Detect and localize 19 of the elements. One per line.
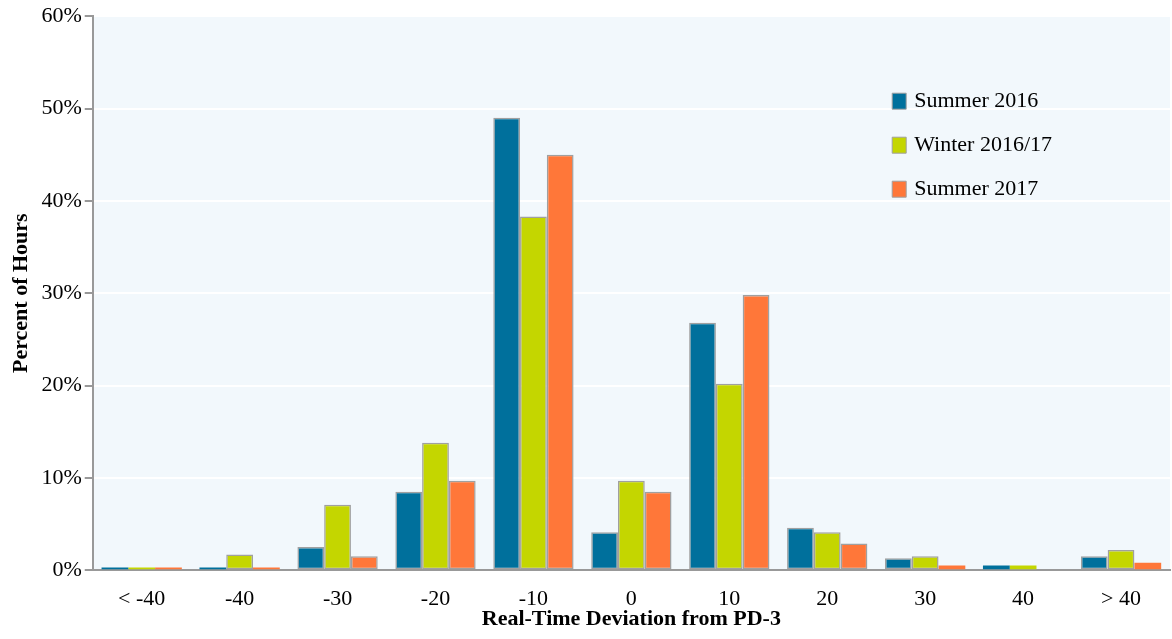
- legend-label: Winter 2016/17: [914, 130, 1052, 156]
- x-tick-label: -20: [420, 585, 451, 611]
- legend-label: Summer 2016: [914, 86, 1039, 112]
- x-tick-label: 30: [914, 585, 937, 611]
- x-tick-label: 20: [816, 585, 839, 611]
- x-tick-label: < -40: [118, 585, 166, 611]
- x-tick-label: -40: [224, 585, 255, 611]
- x-tick-label: -30: [322, 585, 353, 611]
- x-tick-label: > 40: [1101, 585, 1141, 611]
- y-tick-label: 50%: [41, 94, 82, 120]
- y-tick-label: 20%: [41, 371, 82, 397]
- legend-label: Summer 2017: [914, 174, 1039, 200]
- y-tick-label: 30%: [41, 278, 82, 304]
- y-tick-label: 10%: [41, 463, 82, 489]
- y-axis-title: Percent of Hours: [6, 212, 32, 374]
- y-tick-label: 60%: [41, 1, 82, 27]
- x-tick-label: 40: [1012, 585, 1035, 611]
- y-tick-label: 40%: [41, 186, 82, 212]
- y-tick-label: 0%: [52, 555, 82, 581]
